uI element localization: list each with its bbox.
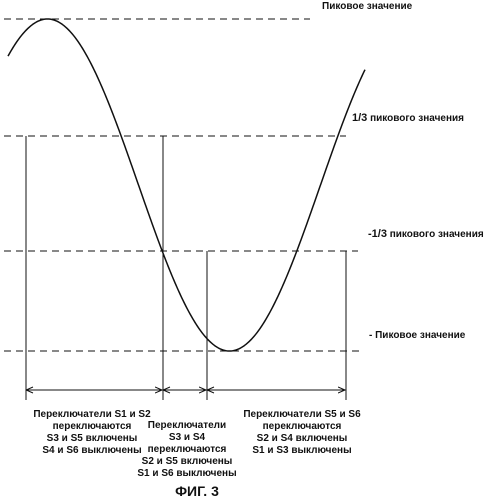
- interval-2-line-1: Переключатели: [148, 420, 226, 431]
- interval-caption-3: Переключатели S5 и S6 переключаются S2 и…: [243, 409, 361, 456]
- interval-2-line-5: S1 и S6 выключены: [137, 468, 236, 479]
- plus-third-prefix: 1/3: [352, 112, 367, 124]
- interval-3-line-3: S2 и S4 включены: [257, 433, 348, 444]
- interval-2-line-3: переключаются: [148, 444, 227, 455]
- interval-caption-2: Переключатели S3 и S4 переключаются S2 и…: [137, 420, 236, 479]
- minus-third-suffix: пикового значения: [387, 229, 484, 240]
- interval-caption-1: Переключатели S1 и S2 переключаются S3 и…: [33, 409, 151, 456]
- interval-1-line-4: S4 и S6 выключены: [42, 445, 141, 456]
- interval-1-line-3: S3 и S5 включены: [47, 433, 138, 444]
- interval-1-line-1: Переключатели S1 и S2: [33, 409, 151, 420]
- interval-3-line-4: S1 и S3 выключены: [252, 445, 351, 456]
- interval-1-line-2: переключаются: [53, 421, 132, 432]
- sine-waveform: [8, 19, 365, 351]
- figure-caption: ФИГ. 3: [175, 483, 219, 499]
- minus-third-label: -1/3 пикового значения: [368, 228, 484, 240]
- interval-2-line-4: S2 и S5 включены: [142, 456, 233, 467]
- plus-third-suffix: пикового значения: [367, 113, 464, 124]
- minus-third-prefix: -1/3: [368, 228, 387, 240]
- plus-third-label: 1/3 пикового значения: [352, 112, 464, 124]
- peak-label: Пиковое значение: [322, 1, 413, 12]
- interval-3-line-1: Переключатели S5 и S6: [243, 409, 361, 420]
- interval-2-line-2: S3 и S4: [169, 432, 206, 443]
- interval-3-line-2: переключаются: [263, 421, 342, 432]
- neg-peak-label: - Пиковое значение: [369, 330, 466, 341]
